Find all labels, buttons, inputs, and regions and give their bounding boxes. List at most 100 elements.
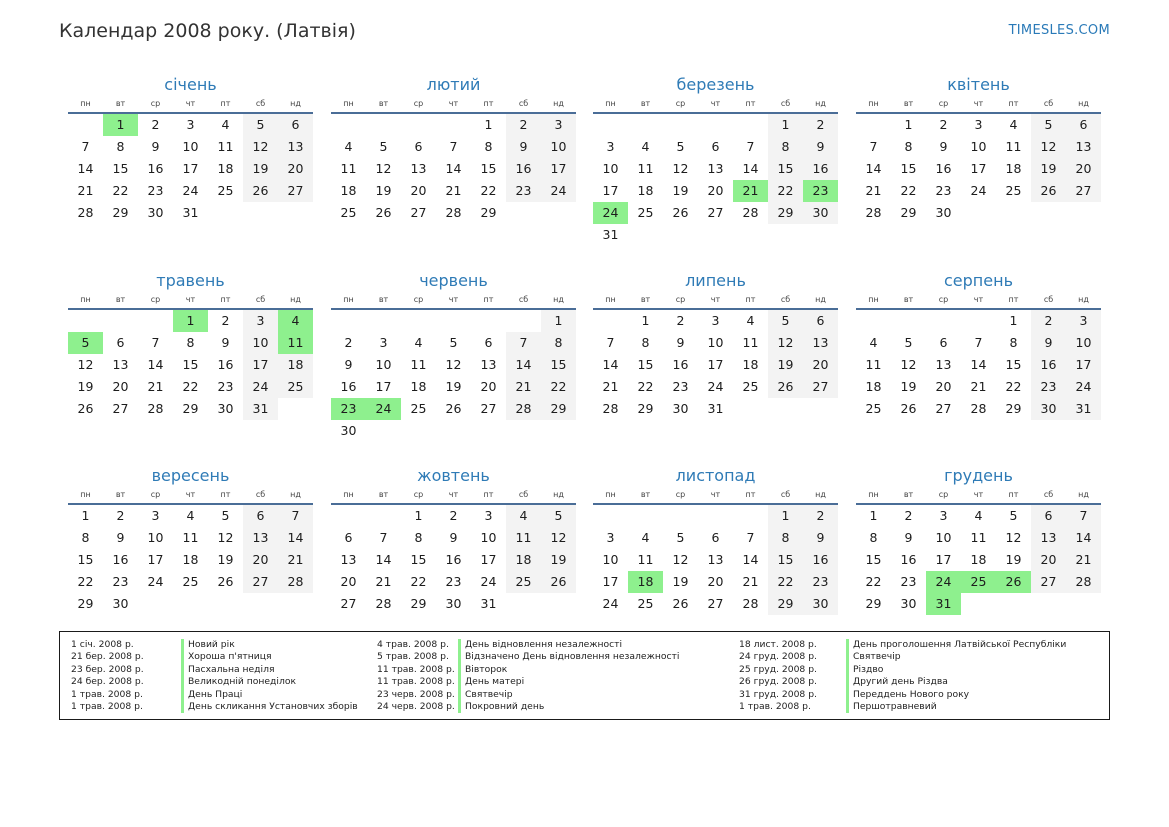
day-cell: 14	[77, 161, 94, 176]
day-cell: 20	[278, 158, 313, 180]
holiday-day: 4	[278, 310, 313, 332]
day-cell: 6	[243, 505, 278, 527]
day-cell: 16	[340, 379, 357, 394]
month-calendar: жовтень пн вт ср чт пт сб нд 1 2 3 4 5 6 7 8 9 10 11 12 13 14…	[331, 464, 576, 615]
weekday-label: пн	[343, 295, 354, 304]
day-cell: 30	[672, 401, 689, 416]
weekday-header: пн вт ср чт пт сб нд	[593, 489, 838, 505]
day-cell: 31	[243, 398, 278, 420]
day-cell: 4	[1009, 117, 1018, 132]
day-cell: 21	[278, 549, 313, 571]
holiday-day: 23	[803, 180, 838, 202]
day-cell: 10	[182, 139, 199, 154]
holiday-name: Святвечір	[846, 651, 901, 664]
day-cell: 13	[340, 552, 357, 567]
month-calendar: червень пн вт ср чт пт сб нд 1 2 3 4 5 6 7 8 9 10 11 12 13 14…	[331, 269, 576, 442]
empty-cell	[733, 114, 768, 136]
day-cell: 13	[803, 332, 838, 354]
holiday-date: 24 бер. 2008 р.	[71, 676, 144, 688]
day-cell: 5	[541, 505, 576, 527]
weekday-label: пт	[483, 490, 494, 499]
day-cell: 1	[768, 114, 803, 136]
day-cell: 29	[1005, 401, 1022, 416]
weekday-label: чт	[448, 99, 459, 108]
month-calendar: січень пн вт ср чт пт сб нд 1 2 3 4 5 6 7 8 9 10 11 12 13 14 1…	[68, 73, 313, 224]
holiday-date: 1 січ. 2008 р.	[71, 639, 134, 650]
weekday-header: пн вт ср чт пт сб нд	[68, 489, 313, 505]
day-cell: 1	[904, 117, 913, 132]
weekday-label: сб	[255, 490, 266, 499]
day-cell: 29	[77, 596, 94, 611]
day-cell: 24	[1066, 376, 1101, 398]
day-cell: 24	[707, 379, 724, 394]
empty-cell	[331, 505, 366, 527]
holiday-date: 11 трав. 2008 р.	[377, 663, 455, 675]
day-cell: 25	[182, 574, 199, 589]
weekday-label: пт	[1008, 490, 1019, 499]
day-cell: 14	[865, 161, 882, 176]
empty-cell	[698, 114, 733, 136]
day-cell: 19	[672, 183, 689, 198]
day-cell: 12	[672, 552, 689, 567]
day-cell: 23	[935, 183, 952, 198]
day-cell: 3	[711, 313, 720, 328]
weekday-label: вт	[640, 490, 651, 499]
weekday-label: сб	[518, 295, 529, 304]
day-cell: 7	[81, 139, 90, 154]
holiday-date: 5 трав. 2008 р.	[377, 651, 449, 663]
day-cell: 22	[541, 376, 576, 398]
weekday-label: чт	[448, 490, 459, 499]
day-cell: 11	[217, 139, 234, 154]
day-cell: 19	[1031, 158, 1066, 180]
day-grid: 1 2 3 4 5 6 7 8 9 10 11 12 13 14 15 16 17 18 19 20 21 22 23 24 2…	[593, 114, 838, 246]
day-cell: 19	[1005, 552, 1022, 567]
day-cell: 25	[410, 401, 427, 416]
day-cell: 20	[803, 354, 838, 376]
weekday-label: чт	[973, 295, 984, 304]
day-cell: 21	[445, 183, 462, 198]
day-cell: 31	[182, 205, 199, 220]
day-cell: 20	[1066, 158, 1101, 180]
holiday-name: День відновлення незалежності	[458, 639, 622, 652]
day-cell: 14	[1066, 527, 1101, 549]
day-grid: 1 2 3 4 5 6 7 8 9 10 11 12 13 14 15 16 17 18 19 20 21 22 23 24 2…	[856, 310, 1101, 420]
day-cell: 1	[1009, 313, 1018, 328]
day-grid: 1 2 3 4 5 6 7 8 9 10 11 12 13 14 15 16 17 18 19 20 21 22 23 24 2…	[331, 114, 576, 224]
day-grid: 1 2 3 4 5 6 7 8 9 10 11 12 13 14 15 16 17 18 19 20 21 22 23 24 2…	[68, 310, 313, 420]
page-title: Календар 2008 року. (Латвія)	[59, 20, 356, 42]
empty-cell	[891, 310, 926, 332]
empty-cell	[593, 114, 628, 136]
weekday-label: ср	[413, 295, 424, 304]
weekday-label: ср	[413, 490, 424, 499]
day-cell: 26	[672, 205, 689, 220]
day-cell: 10	[480, 530, 497, 545]
day-cell: 20	[707, 574, 724, 589]
holiday-name: День скликання Установчих зборів	[181, 700, 358, 714]
day-cell: 2	[449, 508, 458, 523]
day-cell: 18	[742, 357, 759, 372]
day-cell: 31	[480, 596, 497, 611]
empty-cell	[593, 505, 628, 527]
day-cell: 26	[243, 180, 278, 202]
day-cell: 10	[602, 161, 619, 176]
day-cell: 8	[81, 530, 90, 545]
day-cell: 17	[480, 552, 497, 567]
day-cell: 26	[217, 574, 234, 589]
day-cell: 27	[1031, 571, 1066, 593]
day-cell: 4	[221, 117, 230, 132]
day-cell: 16	[803, 158, 838, 180]
day-cell: 3	[606, 530, 615, 545]
day-cell: 28	[375, 596, 392, 611]
weekday-label: нд	[1078, 295, 1089, 304]
day-cell: 13	[707, 552, 724, 567]
site-link[interactable]: TIMESLES.COM	[1008, 23, 1110, 38]
day-cell: 19	[77, 379, 94, 394]
empty-cell	[593, 310, 628, 332]
day-cell: 22	[77, 574, 94, 589]
weekday-label: нд	[290, 490, 301, 499]
day-cell: 16	[900, 552, 917, 567]
weekday-label: чт	[448, 295, 459, 304]
day-cell: 4	[506, 505, 541, 527]
month-name: вересень	[151, 466, 230, 485]
day-cell: 11	[637, 552, 654, 567]
